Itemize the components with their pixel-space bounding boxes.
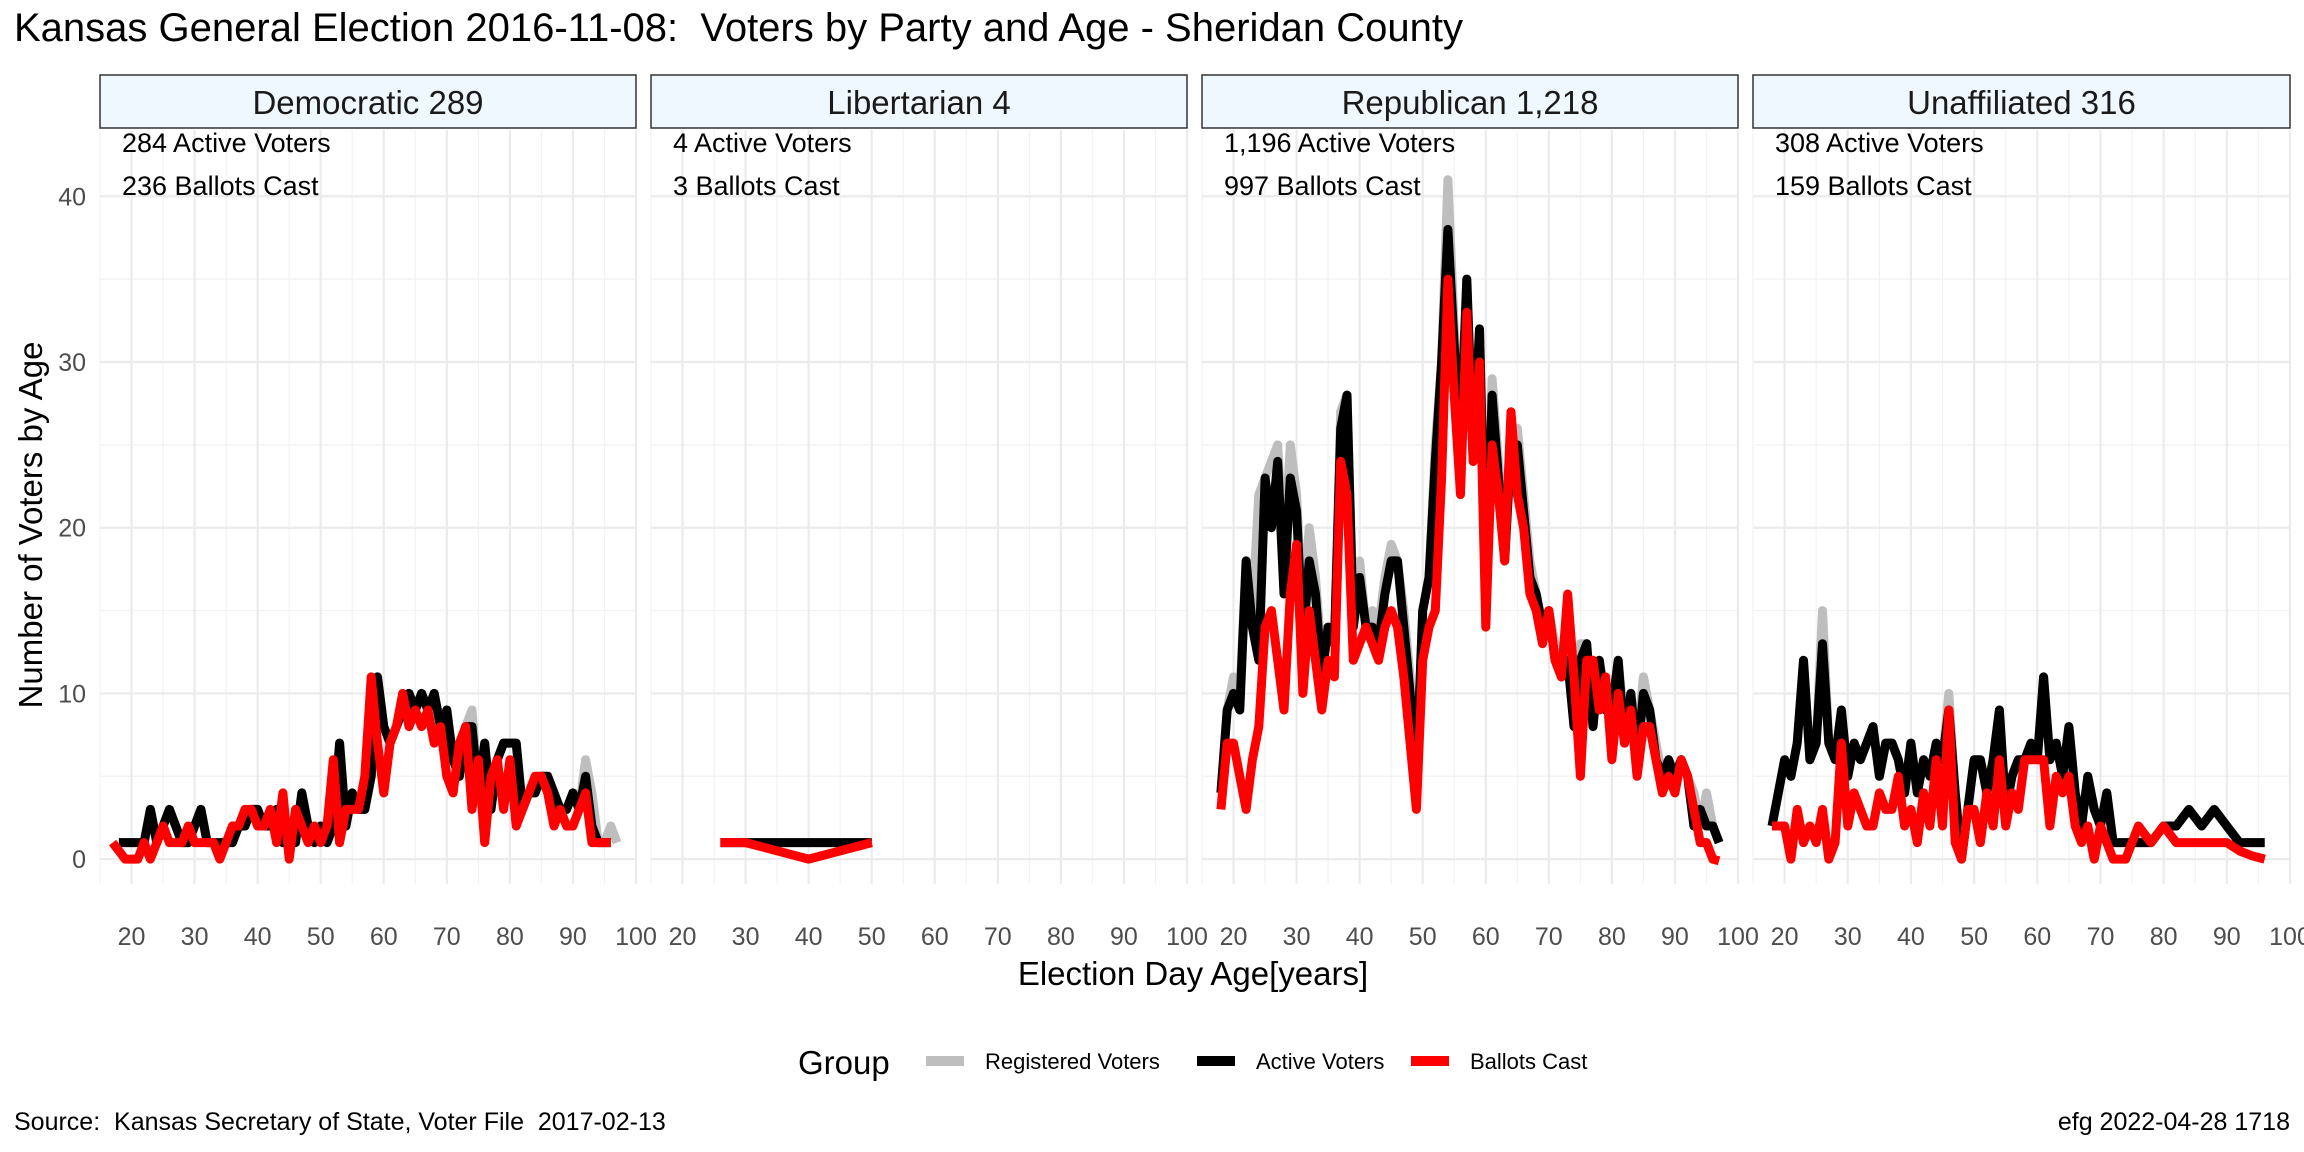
legend: Group Registered Voters Active Voters Ballo… bbox=[798, 1044, 1587, 1081]
x-tick-label: 40 bbox=[1346, 923, 1374, 951]
x-tick-label: 60 bbox=[921, 923, 949, 951]
x-tick-label: 20 bbox=[1771, 923, 1799, 951]
x-tick-label: 70 bbox=[433, 923, 461, 951]
x-tick-label: 90 bbox=[1661, 923, 1689, 951]
facet-panel: Republican 1,218 1,196 Active Voters 997 B… bbox=[1201, 74, 1759, 951]
x-tick-label: 90 bbox=[1110, 923, 1138, 951]
x-tick-label: 20 bbox=[1220, 923, 1248, 951]
series-line-ballots bbox=[1216, 274, 1721, 866]
facet-annotation: 159 Ballots Cast bbox=[1775, 171, 1972, 201]
series-line-ballots bbox=[720, 838, 873, 864]
x-tick-label: 80 bbox=[1598, 923, 1626, 951]
facet-annotation: 236 Ballots Cast bbox=[122, 171, 319, 201]
facet-strip bbox=[1752, 74, 2291, 129]
x-tick-label: 50 bbox=[307, 923, 335, 951]
x-tick-label: 40 bbox=[244, 923, 272, 951]
x-tick-label: 100 bbox=[2269, 923, 2304, 951]
x-tick-label: 50 bbox=[1409, 923, 1437, 951]
facet-annotation: 308 Active Voters bbox=[1775, 128, 1984, 158]
y-tick-label: 40 bbox=[58, 183, 86, 211]
facet-annotation: 4 Active Voters bbox=[673, 128, 852, 158]
y-axis-title: Number of Voters by Age bbox=[12, 342, 49, 709]
x-tick-label: 70 bbox=[2087, 923, 2115, 951]
x-tick-label: 60 bbox=[2023, 923, 2051, 951]
x-tick-label: 30 bbox=[1283, 923, 1311, 951]
x-tick-label: 100 bbox=[615, 923, 657, 951]
facet-annotation: 3 Ballots Cast bbox=[673, 171, 840, 201]
x-tick-label: 30 bbox=[732, 923, 760, 951]
source-note: Source: Kansas Secretary of State, Voter… bbox=[14, 1108, 666, 1136]
x-tick-label: 50 bbox=[858, 923, 886, 951]
facet-strip-label: Libertarian 4 bbox=[827, 84, 1010, 121]
x-tick-label: 80 bbox=[1047, 923, 1075, 951]
facet-annotation: 1,196 Active Voters bbox=[1224, 128, 1455, 158]
facet-strip-label: Unaffiliated 316 bbox=[1907, 84, 2136, 121]
chart-title: Kansas General Election 2016-11-08: Vote… bbox=[14, 6, 1464, 50]
facet-strip bbox=[99, 74, 637, 129]
legend-label: Ballots Cast bbox=[1470, 1049, 1587, 1074]
facet-strip bbox=[1201, 74, 1739, 129]
timestamp-note: efg 2022-04-28 1718 bbox=[2057, 1108, 2290, 1136]
series-line-ballots bbox=[109, 672, 611, 864]
y-tick-label: 30 bbox=[58, 349, 86, 377]
x-tick-label: 80 bbox=[2150, 923, 2178, 951]
x-tick-label: 40 bbox=[1897, 923, 1925, 951]
x-axis-title: Election Day Age[years] bbox=[1018, 955, 1368, 992]
facet-panel: Libertarian 4 4 Active Voters 3 Ballots Ca… bbox=[650, 74, 1208, 951]
facet-strip-label: Democratic 289 bbox=[252, 84, 483, 121]
x-tick-label: 90 bbox=[2213, 923, 2241, 951]
x-tick-label: 50 bbox=[1960, 923, 1988, 951]
x-tick-label: 70 bbox=[1535, 923, 1563, 951]
y-tick-label: 0 bbox=[72, 846, 86, 874]
legend-label: Active Voters bbox=[1256, 1049, 1384, 1074]
x-tick-label: 60 bbox=[1472, 923, 1500, 951]
facet-panel: Unaffiliated 316 308 Active Voters 159 Bal… bbox=[1752, 74, 2304, 951]
facet-strip bbox=[650, 74, 1188, 129]
legend-title: Group bbox=[798, 1044, 890, 1081]
x-tick-label: 30 bbox=[181, 923, 209, 951]
x-tick-label: 20 bbox=[669, 923, 697, 951]
series-line-ballots bbox=[1772, 705, 2266, 864]
x-tick-label: 30 bbox=[1834, 923, 1862, 951]
x-tick-label: 40 bbox=[795, 923, 823, 951]
facet-annotation: 284 Active Voters bbox=[122, 128, 331, 158]
legend-label: Registered Voters bbox=[985, 1049, 1160, 1074]
x-tick-label: 80 bbox=[496, 923, 524, 951]
facet-panel: Democratic 289 284 Active Voters 236 Ballo… bbox=[99, 74, 657, 951]
x-tick-label: 60 bbox=[370, 923, 398, 951]
x-tick-label: 20 bbox=[118, 923, 146, 951]
facet-strip-label: Republican 1,218 bbox=[1342, 84, 1599, 121]
facet-annotation: 997 Ballots Cast bbox=[1224, 171, 1421, 201]
y-tick-label: 10 bbox=[58, 680, 86, 708]
x-tick-label: 100 bbox=[1166, 923, 1208, 951]
x-tick-label: 100 bbox=[1717, 923, 1759, 951]
x-tick-label: 70 bbox=[984, 923, 1012, 951]
y-tick-label: 20 bbox=[58, 515, 86, 543]
x-tick-label: 90 bbox=[559, 923, 587, 951]
